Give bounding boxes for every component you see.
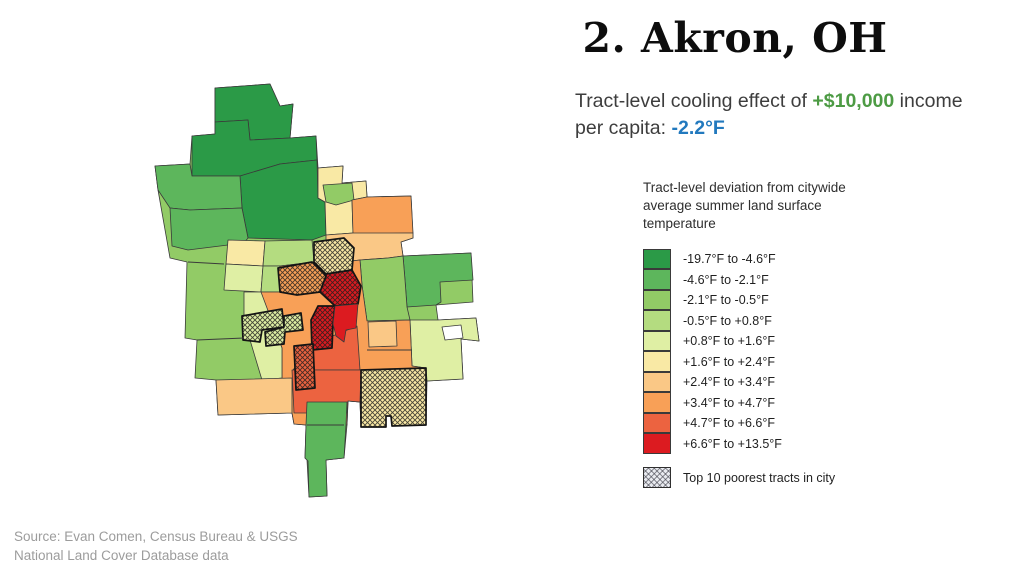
map-tract xyxy=(322,182,355,206)
legend-item: +4.7°F to +6.6°F xyxy=(643,412,913,434)
map-tract xyxy=(359,255,411,322)
legend-swatch xyxy=(643,433,671,454)
map-tract-poorest-hatch xyxy=(241,308,285,343)
map-tract xyxy=(260,265,281,293)
legend-item: +1.6°F to +2.4°F xyxy=(643,351,913,373)
legend-swatch xyxy=(643,412,671,433)
map-tract xyxy=(332,303,359,343)
legend-swatch xyxy=(643,392,671,413)
subtitle: Tract-level cooling effect of +$10,000 i… xyxy=(575,88,967,142)
legend-label: +3.4°F to +4.7°F xyxy=(683,395,775,410)
legend-label: +1.6°F to +2.4°F xyxy=(683,354,775,369)
map-legend: Tract-level deviation from citywide aver… xyxy=(643,179,913,488)
legend-label: -4.6°F to -2.1°F xyxy=(683,272,769,287)
page-title: 2. Akron, OH xyxy=(582,14,888,62)
legend-item: +2.4°F to +3.4°F xyxy=(643,371,913,393)
legend-scale: -19.7°F to -4.6°F -4.6°F to -2.1°F -2.1°F … xyxy=(643,248,913,455)
map-tract-poorest-hatch xyxy=(264,312,304,347)
akron-tract-map-svg xyxy=(154,83,480,498)
map-tract-poorest-hatch xyxy=(360,367,427,428)
legend-item: -0.5°F to +0.8°F xyxy=(643,310,913,332)
legend-item: -4.6°F to -2.1°F xyxy=(643,269,913,291)
subtitle-text: Tract-level cooling effect of xyxy=(575,90,813,112)
tract-boundary-line xyxy=(187,261,225,265)
legend-item: +3.4°F to +4.7°F xyxy=(643,392,913,414)
legend-item: +6.6°F to +13.5°F xyxy=(643,433,913,455)
legend-swatch xyxy=(643,330,671,351)
map-tract xyxy=(215,377,293,416)
legend-swatch xyxy=(643,351,671,372)
legend-item: +0.8°F to +1.6°F xyxy=(643,330,913,352)
hatch-label: Top 10 poorest tracts in city xyxy=(683,470,836,485)
legend-swatch xyxy=(643,371,671,392)
choropleth-map xyxy=(130,80,500,520)
legend-label: -0.5°F to +0.8°F xyxy=(683,313,772,328)
legend-item: -19.7°F to -4.6°F xyxy=(643,248,913,270)
subtitle-text-middle: income per capita: xyxy=(575,90,963,139)
legend-label: -19.7°F to -4.6°F xyxy=(683,252,776,267)
legend-label: -2.1°F to -0.5°F xyxy=(683,293,769,308)
legend-swatch xyxy=(643,269,671,290)
map-tract-poorest-hatch xyxy=(293,343,316,391)
legend-hatch-item: Top 10 poorest tracts in city xyxy=(643,467,913,488)
map-tract xyxy=(441,324,464,341)
tract-boundary-line xyxy=(196,337,245,341)
legend-label: +0.8°F to +1.6°F xyxy=(683,334,775,349)
map-tract xyxy=(262,239,315,267)
temp-highlight: -2.2°F xyxy=(671,117,725,139)
legend-label: +6.6°F to +13.5°F xyxy=(683,436,782,451)
map-tract xyxy=(239,159,327,241)
source-attribution: Source: Evan Comen, Census Bureau & USGS… xyxy=(14,527,298,565)
legend-label: +2.4°F to +3.4°F xyxy=(683,375,775,390)
source-line-2: National Land Cover Database data xyxy=(14,548,229,563)
map-tract-poorest-hatch xyxy=(310,305,336,351)
source-line-1: Source: Evan Comen, Census Bureau & USGS xyxy=(14,529,298,544)
map-tract-poorest-hatch xyxy=(313,237,355,275)
income-highlight: +$10,000 xyxy=(812,90,895,112)
map-tract xyxy=(351,195,414,235)
legend-swatch xyxy=(643,310,671,331)
map-tract xyxy=(367,320,398,348)
map-tract xyxy=(304,401,348,498)
legend-swatch xyxy=(643,248,671,269)
map-tract xyxy=(223,263,264,293)
hatch-pattern-swatch xyxy=(643,467,671,488)
legend-item: -2.1°F to -0.5°F xyxy=(643,289,913,311)
legend-label: +4.7°F to +6.6°F xyxy=(683,416,775,431)
legend-title: Tract-level deviation from citywide aver… xyxy=(643,180,846,231)
legend-swatch xyxy=(643,289,671,310)
map-tract xyxy=(225,239,266,267)
